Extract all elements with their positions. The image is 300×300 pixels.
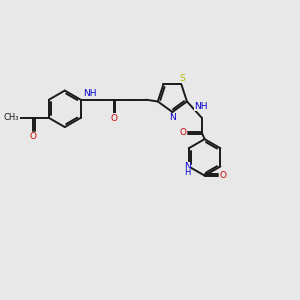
- Text: O: O: [220, 171, 226, 180]
- Text: O: O: [110, 114, 117, 123]
- Text: CH₃: CH₃: [4, 113, 20, 122]
- Text: N: N: [169, 113, 176, 122]
- Text: NH: NH: [83, 89, 97, 98]
- Text: H: H: [184, 169, 190, 178]
- Text: S: S: [179, 74, 185, 83]
- Text: N: N: [184, 162, 191, 171]
- Text: NH: NH: [194, 101, 208, 110]
- Text: O: O: [180, 128, 187, 137]
- Text: O: O: [29, 132, 36, 141]
